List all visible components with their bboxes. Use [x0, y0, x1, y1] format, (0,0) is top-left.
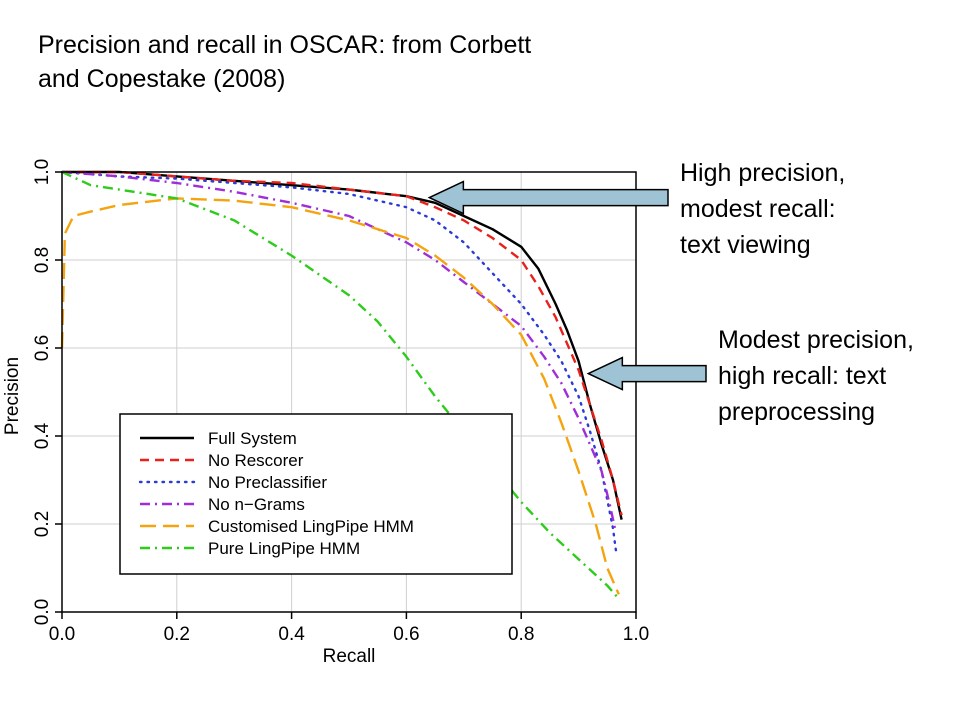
legend-label-4: Customised LingPipe HMM — [208, 517, 414, 536]
legend-label-2: No Preclassifier — [208, 473, 327, 492]
x-axis-label: Recall — [323, 646, 376, 667]
legend-label-1: No Rescorer — [208, 451, 304, 470]
x-tick-label-4: 0.8 — [508, 624, 534, 645]
x-tick-label-3: 0.6 — [393, 624, 419, 645]
series-line-1 — [62, 170, 623, 516]
y-tick-label-3: 0.6 — [32, 335, 53, 361]
legend-label-5: Pure LingPipe HMM — [208, 539, 360, 558]
callout-arrows — [427, 180, 707, 391]
callout-high-precision: High precision, modest recall: text view… — [680, 155, 845, 263]
arrow-high-precision — [427, 180, 669, 215]
y-tick-label-2: 0.4 — [32, 422, 53, 449]
x-tick-label-0: 0.0 — [49, 624, 75, 645]
callout-high-recall-line-1: Modest precision, — [718, 326, 914, 354]
slide-title-line-2: and Copestake (2008) — [38, 65, 286, 93]
legend-label-3: No n−Grams — [208, 495, 305, 514]
chart-legend: Full System No Rescorer No Preclassifier No… — [119, 413, 513, 575]
series-line-5 — [61, 170, 620, 600]
axis-ticks: 0.0 0.2 0.4 0.6 0.8 1.0 0.0 0.2 0.4 0.6 0.8 1.0 — [32, 159, 649, 645]
y-tick-label-1: 0.2 — [32, 511, 53, 537]
callout-high-precision-line-1: High precision, — [680, 159, 846, 187]
y-axis-label: Precision — [2, 357, 23, 435]
legend-label-0: Full System — [208, 429, 297, 448]
callout-high-precision-line-3: text viewing — [680, 231, 811, 259]
x-tick-label-2: 0.4 — [278, 624, 305, 645]
arrow-high-recall — [586, 356, 707, 391]
plot-frame — [61, 171, 637, 613]
y-tick-label-5: 1.0 — [32, 159, 53, 185]
x-tick-label-1: 0.2 — [164, 624, 190, 645]
y-tick-label-0: 0.0 — [32, 599, 53, 625]
series-line-2 — [60, 170, 618, 552]
series-line-4 — [60, 197, 620, 595]
slide-title-line-1: Precision and recall in OSCAR: from Corb… — [38, 31, 532, 59]
callout-high-recall-line-2: high recall: text — [718, 362, 887, 390]
callout-high-recall: Modest precision, high recall: text prep… — [718, 322, 914, 430]
x-tick-label-5: 1.0 — [623, 624, 649, 645]
series-line-3 — [61, 170, 618, 534]
y-tick-label-4: 0.8 — [32, 247, 53, 273]
callout-high-precision-line-2: modest recall: — [680, 195, 836, 223]
chart-series-layer — [60, 170, 623, 600]
slide-title: Precision and recall in OSCAR: from Corb… — [38, 28, 531, 96]
callout-high-recall-line-3: preprocessing — [718, 398, 876, 426]
